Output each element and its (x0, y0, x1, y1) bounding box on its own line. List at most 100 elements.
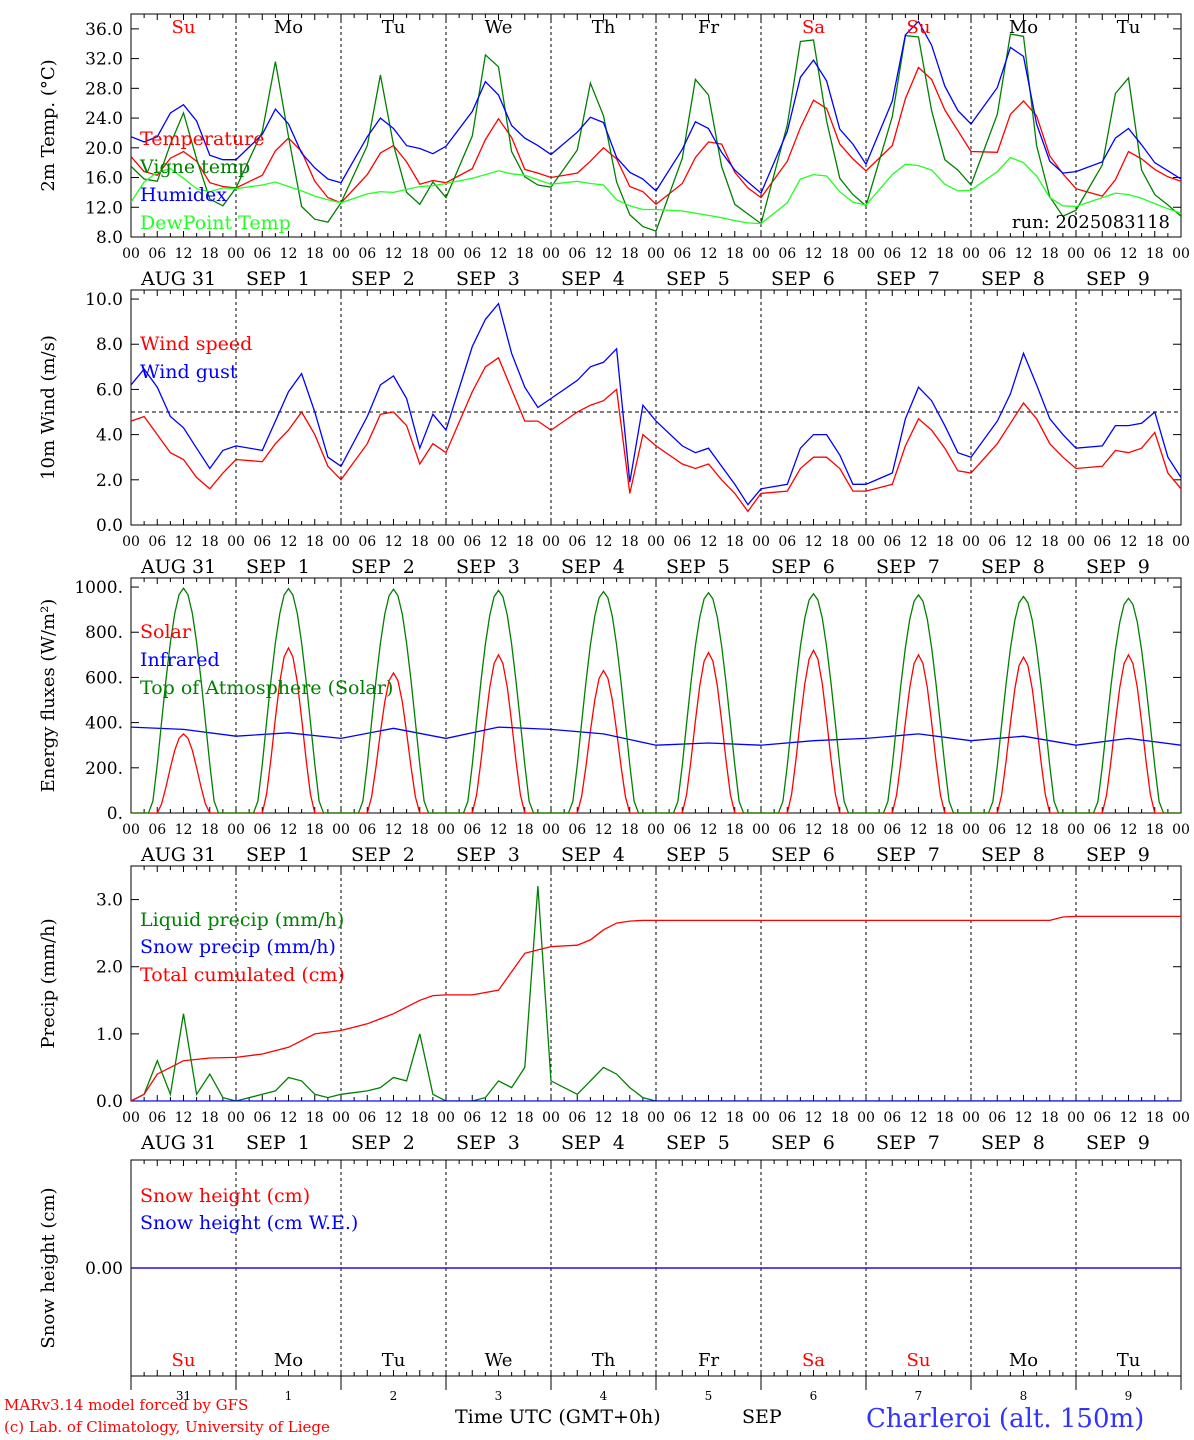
hour-tick-label: 18 (1041, 534, 1059, 550)
hour-tick-label: 18 (516, 534, 534, 550)
legend-entry: Wind gust (140, 361, 238, 383)
hour-tick-label: 00 (962, 822, 980, 838)
hour-tick-label: 18 (306, 534, 324, 550)
hour-tick-label: 06 (1093, 246, 1111, 262)
hour-tick-label: 12 (910, 534, 928, 550)
hour-tick-label: 12 (280, 534, 298, 550)
hour-tick-label: 12 (385, 1110, 403, 1126)
hour-tick-label: 06 (778, 1110, 796, 1126)
hour-tick-label: 18 (516, 822, 534, 838)
day-of-week-label: Th (592, 1350, 616, 1371)
panel-2: 0.0 2.0 4.0 6.0 8.0 10.0 10m Wind (m/s) Wind sp… (38, 289, 1190, 578)
date-label: SEP 7 (876, 556, 940, 578)
y-tick-label: 1000. (74, 578, 123, 598)
hour-tick-label: 00 (542, 822, 560, 838)
hour-tick-label: 12 (490, 534, 508, 550)
series-line-infrared (131, 726, 1181, 746)
date-label: SEP 5 (666, 556, 730, 578)
y-tick-label: 0. (107, 804, 123, 824)
y-tick-label: 4.0 (96, 426, 123, 446)
y-tick-label: 800. (85, 623, 123, 643)
hour-tick-label: 00 (1172, 246, 1190, 262)
date-label: SEP 5 (666, 1132, 730, 1154)
hour-tick-label: 12 (805, 534, 823, 550)
hour-tick-label: 00 (647, 822, 665, 838)
hour-tick-label: 00 (332, 534, 350, 550)
hour-tick-label: 00 (227, 246, 245, 262)
date-label: SEP 9 (1086, 556, 1150, 578)
hour-tick-label: 18 (936, 822, 954, 838)
hour-tick-label: 18 (831, 1110, 849, 1126)
hour-tick-label: 00 (542, 534, 560, 550)
hour-tick-label: 06 (778, 822, 796, 838)
hour-tick-label: 00 (647, 1110, 665, 1126)
hour-tick-label: 12 (1120, 534, 1138, 550)
hour-tick-label: 06 (988, 822, 1006, 838)
hour-tick-label: 00 (1172, 1110, 1190, 1126)
y-axis-title: 2m Temp. (°C) (38, 59, 59, 191)
date-label: SEP 7 (876, 844, 940, 866)
panel-5: 0.00 Snow height (cm) Snow height (cm) Snow… (38, 1159, 1182, 1403)
hour-tick-label: 12 (595, 1110, 613, 1126)
hour-tick-label: 12 (910, 822, 928, 838)
hour-tick-label: 12 (175, 1110, 193, 1126)
panel-1: 8.0 12.0 16.0 20.0 24.0 28.0 32.0 36.0 2m Temp. … (38, 13, 1190, 290)
hour-tick-label: 12 (280, 1110, 298, 1126)
y-axis-title: Precip (mm/h) (38, 918, 59, 1048)
date-label: SEP 6 (771, 556, 835, 578)
hour-tick-label: 06 (358, 534, 376, 550)
hour-tick-label: 06 (358, 246, 376, 262)
hour-tick-label: 00 (437, 822, 455, 838)
series-line-wind-gust (131, 302, 1181, 506)
hour-tick-label: 18 (726, 822, 744, 838)
date-label: SEP 1 (246, 556, 310, 578)
hour-tick-label: 00 (437, 1110, 455, 1126)
hour-tick-label: 18 (831, 246, 849, 262)
date-label: SEP 3 (456, 268, 520, 290)
time-axis-label: Time UTC (GMT+0h) (455, 1406, 661, 1428)
series-line-top-of-atmosphere-solar- (131, 587, 1181, 813)
hour-tick-label: 18 (411, 822, 429, 838)
y-axis-title: Snow height (cm) (38, 1187, 59, 1348)
hour-tick-label: 18 (1041, 246, 1059, 262)
hour-tick-label: 06 (568, 822, 586, 838)
hour-tick-label: 06 (778, 534, 796, 550)
hour-tick-label: 00 (332, 246, 350, 262)
hour-tick-label: 06 (568, 246, 586, 262)
legend-entry: Wind speed (140, 333, 252, 355)
hour-tick-label: 06 (253, 822, 271, 838)
day-number-label: 31 (176, 1389, 191, 1403)
y-tick-label: 2.0 (96, 958, 123, 978)
y-tick-label: 400. (85, 714, 123, 734)
panel-3: 0. 200. 400. 600. 800. 1000. Energy fluxes (W/… (38, 577, 1190, 866)
hour-tick-label: 06 (463, 822, 481, 838)
legend-entry: Liquid precip (mm/h) (140, 909, 344, 931)
legend-entry: DewPoint Temp (140, 212, 291, 234)
hour-tick-label: 00 (227, 534, 245, 550)
series-line-humidex (131, 20, 1181, 195)
hour-tick-label: 00 (122, 822, 140, 838)
date-label: SEP 9 (1086, 1132, 1150, 1154)
hour-tick-label: 12 (595, 822, 613, 838)
y-tick-label: 0.00 (85, 1259, 123, 1279)
hour-tick-label: 18 (726, 246, 744, 262)
hour-tick-label: 00 (122, 1110, 140, 1126)
date-label: SEP 2 (351, 556, 415, 578)
date-label: SEP 2 (351, 268, 415, 290)
hour-tick-label: 18 (411, 1110, 429, 1126)
date-label: SEP 2 (351, 844, 415, 866)
date-label: SEP 5 (666, 268, 730, 290)
date-label: SEP 4 (561, 1132, 625, 1154)
hour-tick-label: 12 (1015, 822, 1033, 838)
hour-tick-label: 00 (1067, 822, 1085, 838)
y-tick-label: 3.0 (96, 891, 123, 911)
hour-tick-label: 12 (700, 534, 718, 550)
lab-credit: (c) Lab. of Climatology, University of L… (4, 1418, 330, 1436)
hour-tick-label: 12 (595, 534, 613, 550)
date-label: SEP 8 (981, 268, 1045, 290)
hour-tick-label: 12 (805, 822, 823, 838)
hour-tick-label: 00 (752, 246, 770, 262)
hour-tick-label: 18 (516, 1110, 534, 1126)
hour-tick-label: 06 (358, 822, 376, 838)
day-of-week-label: Su (172, 1350, 196, 1371)
